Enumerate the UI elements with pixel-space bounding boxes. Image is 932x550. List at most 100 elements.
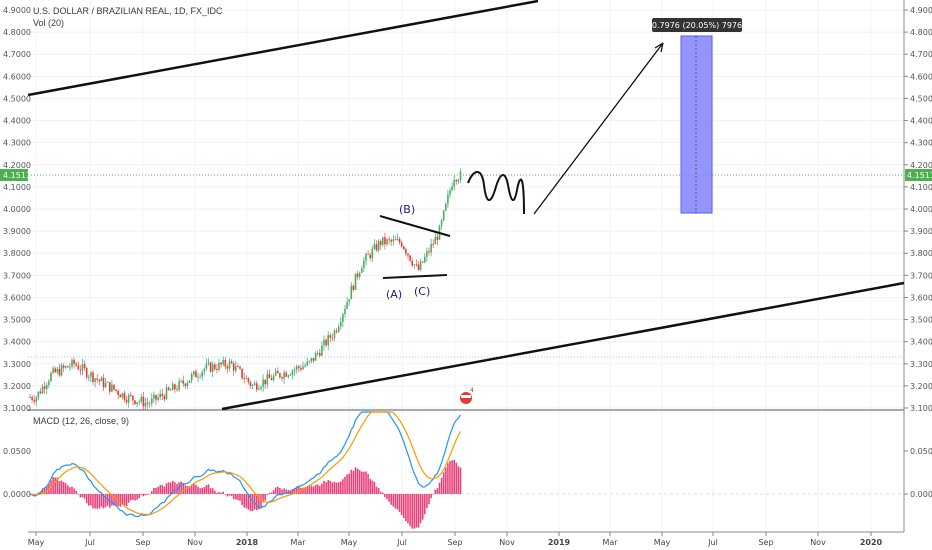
macd-histogram-bar [222, 491, 224, 494]
candlesticks [29, 168, 462, 411]
date-tick-label: 2020 [860, 538, 883, 547]
projected-wave-drawing[interactable] [467, 171, 525, 215]
macd-histogram-bar [98, 494, 101, 509]
candle-body [403, 246, 405, 250]
candle-body [293, 369, 296, 371]
macd-histogram-bar [153, 487, 155, 494]
macd-histogram-bar [258, 494, 260, 510]
macd-histogram-bar [453, 459, 455, 494]
macd-histogram-bar [270, 492, 273, 494]
candle-body [310, 358, 313, 362]
candle-body [62, 365, 65, 368]
symbol-title: U.S. DOLLAR / BRAZILIAN REAL, 1D, FX_IDC [33, 6, 223, 16]
macd-histogram-bar [304, 487, 306, 494]
event-flag-icon[interactable]: 4 [460, 387, 474, 404]
candle-body [419, 261, 422, 270]
date-tick-label: Sep [447, 538, 462, 547]
macd-signal-line [29, 411, 462, 515]
candle-body [39, 391, 42, 394]
macd-histogram-bar [419, 494, 422, 524]
macd-histogram-bar [100, 494, 103, 507]
candle-body [228, 361, 231, 369]
price-range-text: 0.7976 (20.05%) 7976 [652, 21, 742, 30]
price-range-box[interactable] [680, 35, 713, 214]
candle-body [203, 368, 206, 372]
candle-body [266, 374, 269, 385]
macd-histogram-bar [344, 477, 346, 494]
macd-histogram-bar [132, 494, 134, 500]
candle-body [440, 220, 443, 227]
wave-a-label: (A) [386, 288, 402, 301]
macd-tick-label: 0.0500 [910, 447, 932, 456]
macd-histogram-bar [407, 494, 409, 524]
triangle-upper-line[interactable] [379, 215, 451, 237]
macd-histogram-bar [85, 494, 88, 504]
upper-channel-line[interactable] [27, 0, 539, 97]
macd-histogram-bar [232, 494, 235, 500]
price-tick-label: 4.7000 [910, 50, 932, 59]
candle-body [306, 361, 308, 366]
macd-histogram-bar [272, 490, 275, 494]
candle-body [398, 238, 401, 243]
macd-histogram-bar [90, 494, 92, 506]
volume-label: Vol (20) [33, 18, 65, 28]
candle-body [71, 359, 73, 367]
candle-body [430, 244, 432, 253]
candle-body [256, 383, 258, 390]
candle-body [348, 299, 350, 302]
candle-body [329, 335, 332, 338]
candle-body [232, 363, 235, 371]
candle-body [211, 364, 214, 372]
price-tick-label: 3.4000 [910, 338, 932, 347]
price-tick-label-left: 4.1000 [3, 183, 31, 192]
macd-histogram-bar [354, 467, 357, 494]
candle-body [222, 359, 224, 365]
candle-body [186, 382, 189, 386]
macd-histogram-bar [62, 481, 65, 494]
lower-channel-line[interactable] [221, 281, 905, 411]
candle-body [375, 244, 378, 251]
candle-body [197, 376, 199, 378]
macd-histogram-bar [253, 494, 256, 510]
candle-body [216, 368, 218, 370]
macd-histogram-bar [75, 490, 77, 494]
macd-histogram-bar [251, 494, 254, 512]
candle-body [382, 237, 384, 245]
svg-text:4: 4 [470, 387, 474, 394]
macd-histogram-bar [457, 466, 460, 494]
candle-body [132, 395, 134, 401]
macd-histogram-bar [144, 494, 147, 496]
projection-arrow-line[interactable] [533, 42, 664, 215]
triangle-lower-line[interactable] [382, 274, 448, 279]
candle-body [48, 381, 50, 385]
candle-body [281, 377, 283, 379]
price-tick-label-left: 4.3000 [3, 139, 31, 148]
candle-body [445, 203, 447, 211]
candle-body [325, 339, 327, 346]
macd-histogram-bar [413, 494, 416, 529]
candle-body [46, 384, 48, 389]
candle-body [279, 373, 281, 378]
candle-body [337, 326, 340, 332]
candle-body [392, 239, 395, 242]
macd-histogram-bar [214, 490, 216, 494]
macd-histogram-bar [138, 494, 140, 499]
macd-histogram-bar [226, 494, 229, 497]
candle-body [180, 380, 182, 382]
candle-body [218, 362, 220, 370]
time-axis-ticks: May Jul Sep Nov 2018 Mar May Jul Sep Nov 2019 Mar Ma… [28, 532, 883, 547]
macd-histogram-bar [426, 494, 428, 509]
macd-histogram-bar [58, 481, 61, 494]
candle-body [117, 390, 119, 396]
macd-histogram-bar [123, 494, 126, 506]
macd-histogram-bar [260, 494, 262, 508]
macd-histogram-bar [459, 467, 462, 494]
macd-histogram-bar [442, 472, 445, 494]
candle-body [144, 402, 147, 407]
candle-body [104, 382, 107, 388]
macd-histogram-bar [235, 494, 237, 500]
macd-tick-label: 0.0000 [910, 490, 932, 499]
price-axis-ticks: 4.9000 4.9000 4.8000 4.8000 4.7000 4.7000 4.60… [3, 6, 932, 413]
